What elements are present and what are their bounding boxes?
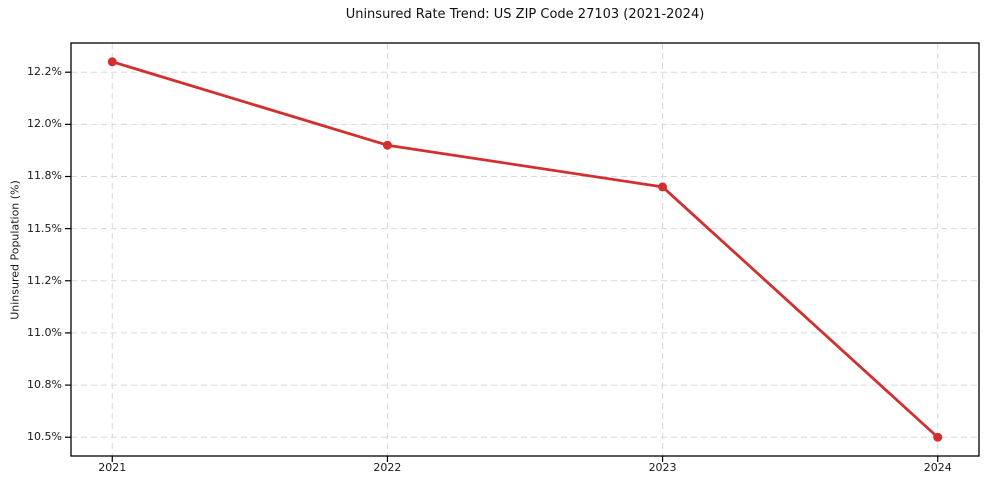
y-tick-label: 10.8% [27,378,62,392]
data-point-2021 [107,57,117,67]
y-tick-label: 12.2% [27,65,62,79]
y-tick-label: 11.2% [27,273,62,287]
x-tick-label: 2023 [648,461,677,474]
y-tick-label: 11.8% [27,169,62,183]
x-tick-label: 2024 [923,461,952,474]
x-tick-label: 2021 [98,461,127,474]
y-tick-label: 12.0% [27,117,62,131]
y-tick-label: 11.5% [27,221,62,235]
data-point-2022 [382,140,392,150]
plot-border [70,42,980,457]
x-tick-label: 2022 [373,461,402,474]
data-point-2023 [658,182,668,192]
y-axis-label: Uninsured Population (%) [8,180,22,320]
y-tick-label: 11.0% [27,325,62,339]
data-point-2024 [933,432,943,442]
y-tick-label: 10.5% [27,430,62,444]
chart-title: Uninsured Rate Trend: US ZIP Code 27103 … [345,7,705,22]
trend-line [110,60,940,439]
